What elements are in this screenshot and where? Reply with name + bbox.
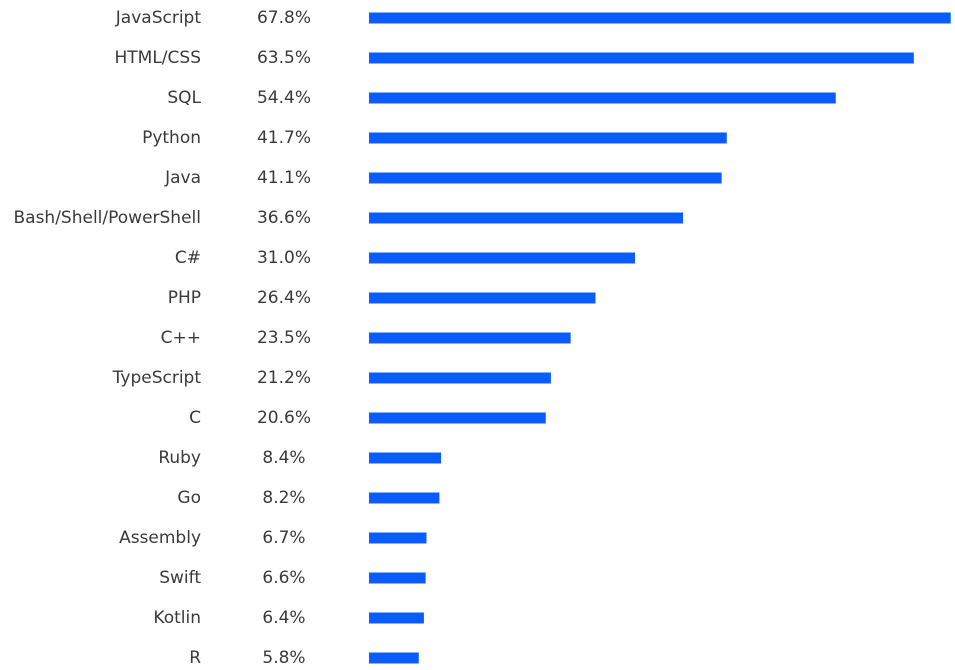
category-label: Assembly bbox=[119, 528, 201, 548]
bar bbox=[369, 492, 440, 504]
value-label: 41.1% bbox=[257, 168, 311, 188]
value-label: 54.4% bbox=[257, 88, 311, 108]
bar bbox=[369, 652, 419, 664]
bar bbox=[369, 52, 914, 64]
bar bbox=[369, 212, 684, 224]
category-label: C bbox=[189, 408, 201, 428]
category-label: TypeScript bbox=[112, 368, 202, 388]
value-label: 63.5% bbox=[257, 48, 311, 68]
value-label: 5.8% bbox=[262, 648, 305, 668]
value-label: 8.4% bbox=[262, 448, 305, 468]
bar bbox=[369, 132, 727, 144]
bar bbox=[369, 172, 722, 184]
category-label: Swift bbox=[159, 568, 201, 588]
value-label: 8.2% bbox=[262, 488, 305, 508]
category-label: HTML/CSS bbox=[115, 48, 202, 68]
bar bbox=[369, 92, 836, 104]
category-label: PHP bbox=[168, 288, 201, 308]
value-label: 21.2% bbox=[257, 368, 311, 388]
bar bbox=[369, 532, 427, 544]
category-label: Bash/Shell/PowerShell bbox=[13, 208, 201, 228]
bar bbox=[369, 612, 424, 624]
bar bbox=[369, 292, 596, 304]
bar bbox=[369, 332, 571, 344]
category-labels-group: JavaScript HTML/CSS SQL Python Java Bash/Shel… bbox=[13, 8, 201, 668]
bars-group bbox=[369, 12, 951, 664]
value-label: 67.8% bbox=[257, 8, 311, 28]
category-label: Ruby bbox=[158, 448, 201, 468]
value-label: 31.0% bbox=[257, 248, 311, 268]
category-label: JavaScript bbox=[115, 8, 202, 28]
bar bbox=[369, 412, 546, 424]
category-label: Java bbox=[164, 168, 201, 188]
value-label: 23.5% bbox=[257, 328, 311, 348]
value-label: 26.4% bbox=[257, 288, 311, 308]
category-label: SQL bbox=[167, 88, 201, 108]
category-label: R bbox=[189, 648, 201, 668]
value-label: 6.4% bbox=[262, 608, 305, 628]
category-label: Python bbox=[142, 128, 201, 148]
value-labels-group: 67.8% 63.5% 54.4% 41.7% 41.1% 36.6% 31.0% 26.4%… bbox=[257, 8, 311, 668]
bar bbox=[369, 252, 635, 264]
category-label: C++ bbox=[161, 328, 201, 348]
category-label: Go bbox=[177, 488, 201, 508]
value-label: 6.6% bbox=[262, 568, 305, 588]
value-label: 20.6% bbox=[257, 408, 311, 428]
category-label: C# bbox=[175, 248, 201, 268]
bar bbox=[369, 12, 951, 24]
bar bbox=[369, 572, 426, 584]
value-label: 36.6% bbox=[257, 208, 311, 228]
category-label: Kotlin bbox=[153, 608, 201, 628]
bar bbox=[369, 372, 551, 384]
bar bbox=[369, 452, 442, 464]
value-label: 41.7% bbox=[257, 128, 311, 148]
value-label: 6.7% bbox=[262, 528, 305, 548]
